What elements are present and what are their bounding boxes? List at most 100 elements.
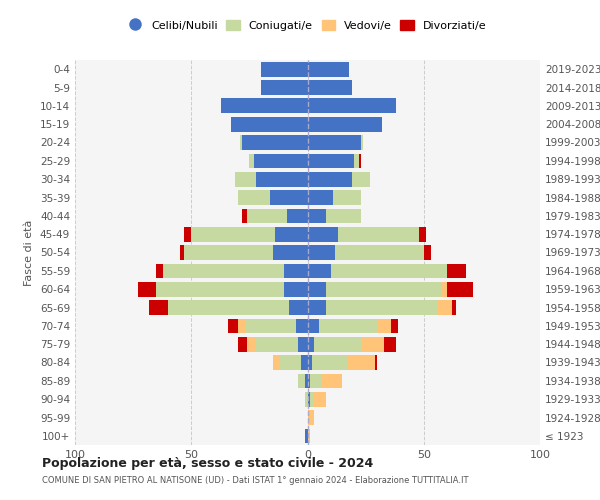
Bar [184, 245, 272, 260]
Bar [163, 264, 284, 278]
Bar [242, 135, 308, 150]
Bar [308, 154, 354, 168]
Bar [377, 318, 391, 333]
Bar [308, 80, 352, 95]
Bar [308, 98, 396, 113]
Bar [168, 300, 289, 315]
Bar [310, 392, 314, 406]
Bar [308, 264, 331, 278]
Bar [157, 264, 163, 278]
Bar [272, 245, 308, 260]
Bar [308, 208, 326, 223]
Bar [361, 135, 364, 150]
Bar [289, 300, 308, 315]
Bar [238, 190, 271, 205]
Bar [301, 355, 308, 370]
Bar [314, 392, 326, 406]
Bar [238, 318, 245, 333]
Bar [271, 190, 308, 205]
Bar [310, 374, 322, 388]
Bar [326, 282, 442, 296]
Bar [375, 355, 377, 370]
Bar [254, 154, 308, 168]
Bar [319, 318, 377, 333]
Bar [221, 98, 308, 113]
Bar [308, 355, 312, 370]
Bar [247, 337, 256, 351]
Bar [229, 318, 238, 333]
Bar [338, 227, 419, 242]
Bar [308, 135, 361, 150]
Bar [308, 62, 349, 76]
Bar [256, 337, 298, 351]
Bar [308, 282, 326, 296]
Bar [384, 337, 396, 351]
Bar [308, 190, 333, 205]
Bar [275, 227, 308, 242]
Bar [298, 374, 305, 388]
Bar [240, 135, 242, 150]
Bar [308, 227, 338, 242]
Bar [359, 154, 361, 168]
Bar [308, 117, 382, 132]
Bar [245, 318, 296, 333]
Bar [305, 428, 308, 443]
Bar [314, 337, 361, 351]
Bar [138, 282, 157, 296]
Bar [184, 227, 191, 242]
Bar [261, 62, 308, 76]
Bar [191, 227, 275, 242]
Bar [447, 264, 466, 278]
Bar [284, 282, 308, 296]
Text: COMUNE DI SAN PIETRO AL NATISONE (UD) - Dati ISTAT 1° gennaio 2024 - Elaborazion: COMUNE DI SAN PIETRO AL NATISONE (UD) - … [42, 476, 469, 485]
Bar [231, 117, 308, 132]
Bar [352, 172, 370, 186]
Bar [442, 282, 447, 296]
Bar [308, 392, 310, 406]
Bar [308, 428, 310, 443]
Bar [335, 245, 424, 260]
Legend: Celibi/Nubili, Coniugati/e, Vedovi/e, Divorziati/e: Celibi/Nubili, Coniugati/e, Vedovi/e, Di… [124, 16, 491, 35]
Text: Popolazione per età, sesso e stato civile - 2024: Popolazione per età, sesso e stato civil… [42, 458, 373, 470]
Y-axis label: Fasce di età: Fasce di età [25, 220, 34, 286]
Bar [419, 227, 426, 242]
Bar [149, 300, 168, 315]
Bar [296, 318, 308, 333]
Bar [322, 374, 343, 388]
Bar [354, 154, 359, 168]
Bar [438, 300, 452, 315]
Bar [256, 172, 308, 186]
Bar [391, 318, 398, 333]
Bar [235, 172, 256, 186]
Bar [284, 264, 308, 278]
Bar [250, 154, 254, 168]
Bar [331, 264, 447, 278]
Bar [280, 355, 301, 370]
Bar [242, 208, 247, 223]
Bar [308, 374, 310, 388]
Bar [333, 190, 361, 205]
Bar [179, 245, 184, 260]
Bar [305, 374, 308, 388]
Bar [326, 208, 361, 223]
Bar [308, 300, 326, 315]
Bar [238, 337, 247, 351]
Bar [447, 282, 473, 296]
Bar [287, 208, 308, 223]
Bar [347, 355, 375, 370]
Bar [424, 245, 431, 260]
Bar [326, 300, 438, 315]
Bar [305, 392, 308, 406]
Bar [452, 300, 456, 315]
Bar [308, 337, 314, 351]
Bar [308, 318, 319, 333]
Bar [272, 355, 280, 370]
Bar [361, 337, 384, 351]
Bar [308, 410, 314, 425]
Bar [261, 80, 308, 95]
Bar [157, 282, 284, 296]
Bar [308, 172, 352, 186]
Bar [298, 337, 308, 351]
Bar [308, 245, 335, 260]
Bar [247, 208, 287, 223]
